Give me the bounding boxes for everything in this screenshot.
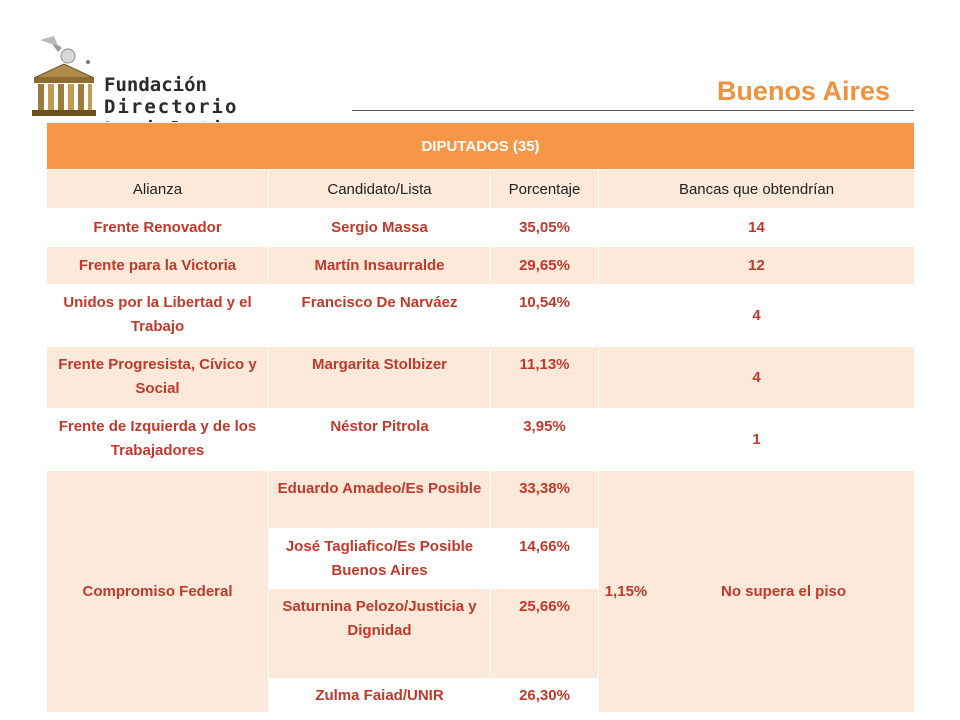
cell-bancas: 4 [597,284,916,347]
cell-porcentaje: 10,54% [490,284,599,347]
column-header-porcentaje: Porcentaje [490,169,599,209]
table-header-row: Alianza Candidato/Lista Porcentaje Banca… [46,169,916,209]
table-row-compromiso: Compromiso Federal Eduardo Amadeo/Es Pos… [46,470,916,713]
cell-porcentaje: 14,66% [490,528,599,589]
building-emblem-icon [32,36,96,116]
cell-candidato: Eduardo Amadeo/Es Posible [268,470,491,529]
cell-alianza: Frente Progresista, Cívico y Social [46,346,269,409]
cell-candidato: José Tagliafico/Es Posible Buenos Aires [268,528,491,589]
table-row: Frente Progresista, Cívico y Social Marg… [46,346,916,409]
column-header-alianza: Alianza [46,169,269,209]
cell-compromiso-summary: 1,15% No supera el piso [597,470,916,713]
page-title: Buenos Aires [716,76,890,106]
cell-porcentaje: 29,65% [490,246,599,285]
table-row-sublist: Saturnina Pelozo/Justicia y Dignidad 25,… [47,588,915,679]
cell-candidato: Francisco De Narváez [268,284,491,347]
table-row: Unidos por la Libertad y el Trabajo Fran… [46,284,916,347]
header-divider [352,110,914,111]
table-row-sublist: José Tagliafico/Es Posible Buenos Aires … [47,528,915,589]
cell-porcentaje: 33,38% [490,470,599,529]
cell-alianza-compromiso: Compromiso Federal [46,470,269,713]
table-row-sublist: Zulma Faiad/UNIR 26,30% [47,678,915,713]
column-header-bancas: Bancas que obtendrían [597,169,916,209]
cell-candidato: Margarita Stolbizer [268,346,491,409]
cell-candidato: Sergio Massa [268,208,491,247]
table-row: Frente Renovador Sergio Massa 35,05% 14 [46,208,916,247]
table-row: Frente de Izquierda y de los Trabajadore… [46,408,916,471]
results-table: DIPUTADOS (35) Alianza Candidato/Lista P… [45,122,916,713]
cell-bancas: 14 [597,208,916,247]
organization-logo: Fundación Directorio Legislativo [28,34,348,140]
cell-bancas: 12 [597,246,916,285]
cell-compromiso-total: 1,15% [604,582,648,600]
cell-porcentaje: 11,13% [490,346,599,409]
cell-porcentaje: 35,05% [490,208,599,247]
table-title: DIPUTADOS (35) [45,122,916,170]
cell-candidato: Zulma Faiad/UNIR [268,678,491,713]
cell-bancas: 1 [597,408,916,471]
cell-compromiso-bancas: No supera el piso [720,582,847,600]
logo-text-fundacion: Fundación [104,74,207,96]
table-row: Frente para la Victoria Martín Insaurral… [46,246,916,285]
cell-alianza: Frente para la Victoria [46,246,269,285]
cell-bancas: 4 [597,346,916,409]
cell-porcentaje: 3,95% [490,408,599,471]
cell-alianza: Frente Renovador [46,208,269,247]
cell-alianza: Unidos por la Libertad y el Trabajo [46,284,269,347]
cell-candidato: Martín Insaurralde [268,246,491,285]
table-title-row: DIPUTADOS (35) [45,122,916,170]
cell-porcentaje: 26,30% [490,678,599,713]
column-header-candidato: Candidato/Lista [268,169,491,209]
cell-candidato: Saturnina Pelozo/Justicia y Dignidad [268,588,491,679]
cell-porcentaje: 25,66% [490,588,599,679]
cell-candidato: Néstor Pitrola [268,408,491,471]
cell-alianza: Frente de Izquierda y de los Trabajadore… [46,408,269,471]
